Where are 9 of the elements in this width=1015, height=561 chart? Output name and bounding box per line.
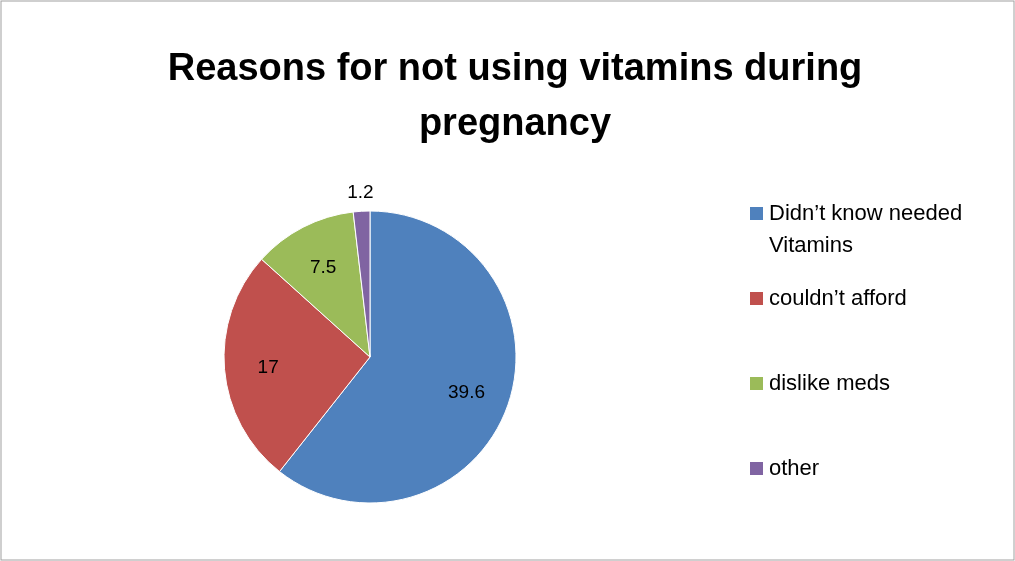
data-label: 39.6 (448, 380, 486, 402)
data-label: 7.5 (309, 256, 337, 278)
chart-title: Reasons for not using vitamins during pregnancy (167, 46, 863, 143)
legend-label: couldn’t afford (769, 285, 907, 310)
legend-label: Didn’t know needed Vitamins (769, 200, 963, 257)
data-label: 17 (257, 355, 279, 377)
legend-label: dislike meds (769, 370, 891, 395)
legend-label: other (769, 455, 820, 480)
data-label: 1.2 (347, 181, 374, 203)
